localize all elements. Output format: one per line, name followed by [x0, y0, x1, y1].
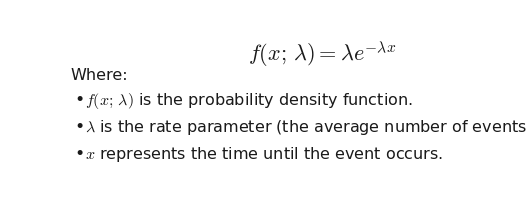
Text: $f(x;\, \lambda) = \lambda e^{-\lambda x}$: $f(x;\, \lambda) = \lambda e^{-\lambda x… [248, 39, 396, 69]
Text: Where:: Where: [70, 68, 128, 83]
Text: $\lambda$ is the rate parameter (the average number of events per time unit).: $\lambda$ is the rate parameter (the ave… [85, 118, 532, 137]
Text: $x$ represents the time until the event occurs.: $x$ represents the time until the event … [85, 145, 443, 164]
Text: •: • [74, 145, 85, 163]
Text: $f(x;\, \lambda)$ is the probability density function.: $f(x;\, \lambda)$ is the probability den… [85, 91, 413, 111]
Text: •: • [74, 118, 85, 136]
Text: •: • [74, 91, 85, 109]
